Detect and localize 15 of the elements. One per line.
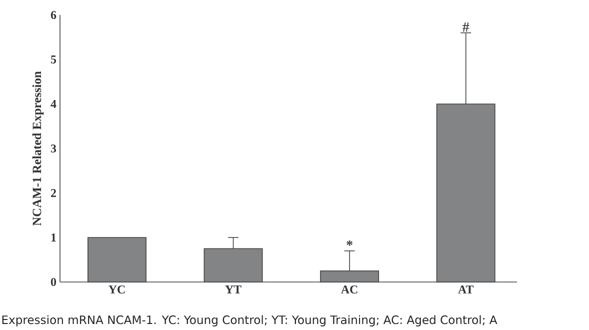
y-tick-label: 0	[50, 278, 56, 286]
y-tick-label: 4	[50, 100, 56, 108]
x-tick-label: YT	[225, 286, 242, 294]
annotation: #	[462, 22, 470, 32]
y-tick-label: 2	[51, 189, 56, 197]
y-tick-label: 1	[51, 234, 56, 242]
y-tick-label: 6	[50, 10, 56, 20]
x-tick-label: AT	[458, 286, 474, 294]
y-tick-label: 3	[50, 144, 56, 153]
y-axis-title: NCAM-1 Related Expression	[32, 71, 44, 226]
y-tick-label: 5	[50, 56, 56, 64]
x-tick-label: YC	[108, 286, 125, 294]
text: Expression mRNA NCAM-1. YC: Young Control; YT: Young Training; AC: Aged Control; A	[2, 315, 498, 326]
annotation: *	[346, 240, 352, 246]
x-tick-label: AC	[341, 286, 358, 294]
